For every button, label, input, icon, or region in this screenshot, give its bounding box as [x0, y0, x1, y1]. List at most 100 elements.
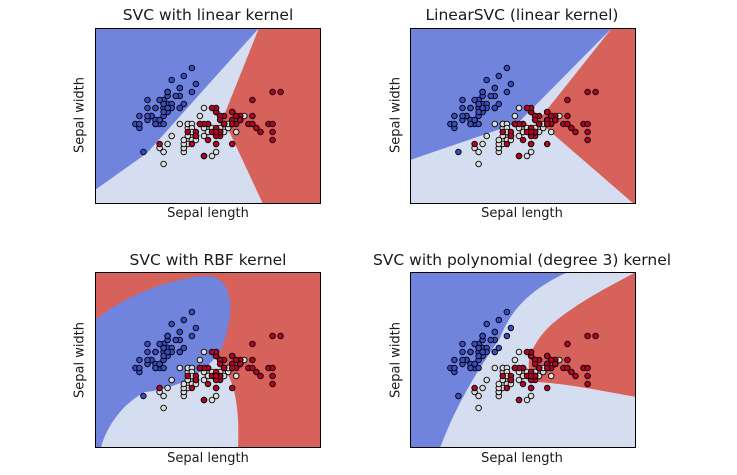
data-point-virginica	[584, 88, 591, 96]
data-point-setosa	[487, 336, 494, 344]
data-point-setosa	[459, 340, 466, 348]
data-point-virginica	[543, 384, 551, 392]
data-point-virginica	[249, 96, 256, 104]
data-point-setosa	[471, 360, 478, 368]
data-point-virginica	[249, 340, 256, 348]
data-point-versicolor	[200, 104, 208, 112]
plot-frame	[95, 272, 321, 448]
y-axis-label: Sepal width	[72, 76, 88, 154]
data-point-virginica	[237, 360, 244, 368]
data-point-virginica	[204, 380, 212, 388]
data-point-virginica	[228, 108, 236, 116]
data-point-setosa	[491, 348, 499, 356]
data-point-setosa	[180, 344, 188, 352]
data-point-versicolor	[164, 140, 171, 148]
data-point-versicolor	[475, 404, 482, 412]
data-point-versicolor	[176, 364, 184, 372]
data-point-setosa	[144, 96, 151, 104]
x-axis-label: Sepal length	[167, 206, 249, 221]
data-point-versicolor	[160, 160, 167, 168]
data-point-virginica	[564, 356, 571, 364]
plot-area-poly	[410, 272, 636, 448]
data-point-virginica	[196, 364, 204, 372]
data-point-versicolor	[212, 392, 220, 400]
chart-title: SVC with polynomial (degree 3) kernel	[372, 251, 672, 269]
data-point-setosa	[160, 352, 167, 360]
data-point-virginica	[568, 368, 575, 376]
data-point-virginica	[253, 368, 260, 376]
data-point-setosa	[144, 340, 151, 348]
data-point-setosa	[479, 104, 486, 112]
data-point-virginica	[471, 140, 478, 148]
data-point-versicolor	[479, 140, 486, 148]
data-point-setosa	[495, 100, 503, 108]
data-point-setosa	[475, 344, 482, 352]
data-point-virginica	[471, 384, 478, 392]
data-point-setosa	[467, 348, 474, 356]
data-point-virginica	[208, 104, 216, 112]
data-point-setosa	[491, 104, 499, 112]
data-point-virginica	[584, 372, 591, 380]
data-point-setosa	[140, 148, 147, 156]
data-point-virginica	[228, 140, 236, 148]
data-point-versicolor	[180, 136, 188, 144]
data-point-setosa	[164, 332, 171, 340]
data-point-setosa	[459, 112, 466, 120]
plot-frame	[410, 272, 636, 448]
data-point-virginica	[188, 384, 196, 392]
data-point-setosa	[164, 104, 171, 112]
data-point-virginica	[515, 152, 523, 160]
data-point-versicolor	[160, 392, 167, 400]
data-point-virginica	[503, 140, 511, 148]
data-point-setosa	[180, 316, 188, 324]
data-point-versicolor	[515, 104, 523, 112]
data-point-virginica	[507, 132, 515, 140]
data-point-virginica	[228, 364, 236, 372]
data-point-virginica	[249, 112, 256, 120]
data-point-virginica	[188, 140, 196, 148]
data-point-virginica	[249, 356, 256, 364]
data-point-virginica	[519, 380, 527, 388]
data-point-versicolor	[168, 132, 175, 140]
data-point-setosa	[176, 348, 184, 356]
data-point-setosa	[451, 120, 458, 128]
data-point-setosa	[467, 104, 474, 112]
y-axis-label: Sepal width	[388, 321, 404, 399]
decision-region-red	[538, 28, 636, 204]
data-point-virginica	[535, 120, 543, 128]
data-point-virginica	[212, 384, 220, 392]
data-point-versicolor	[527, 148, 535, 156]
data-point-setosa	[136, 112, 143, 120]
data-point-virginica	[237, 116, 244, 124]
data-point-setosa	[459, 104, 466, 112]
data-point-virginica	[527, 128, 535, 136]
data-point-setosa	[491, 328, 499, 336]
data-point-setosa	[192, 80, 200, 88]
data-point-setosa	[136, 364, 143, 372]
data-point-virginica	[543, 120, 551, 128]
data-point-setosa	[160, 344, 167, 352]
data-point-virginica	[543, 364, 551, 372]
data-point-setosa	[487, 92, 494, 100]
data-point-virginica	[277, 332, 284, 340]
data-point-virginica	[535, 364, 543, 372]
data-point-versicolor	[200, 376, 208, 384]
data-point-virginica	[192, 376, 200, 384]
data-point-virginica	[519, 136, 527, 144]
chart-title: SVC with RBF kernel	[129, 251, 287, 269]
data-point-virginica	[208, 348, 216, 356]
data-point-setosa	[176, 104, 184, 112]
data-point-virginica	[253, 124, 260, 132]
data-point-virginica	[584, 136, 591, 144]
data-point-setosa	[483, 320, 490, 328]
data-point-virginica	[543, 140, 551, 148]
data-point-setosa	[160, 120, 167, 128]
data-point-virginica	[552, 116, 559, 124]
data-point-virginica	[228, 384, 236, 392]
data-point-versicolor	[515, 348, 523, 356]
data-point-virginica	[232, 356, 240, 364]
data-point-setosa	[507, 80, 515, 88]
data-point-virginica	[269, 364, 276, 372]
data-point-virginica	[507, 376, 515, 384]
data-point-versicolor	[491, 120, 499, 128]
